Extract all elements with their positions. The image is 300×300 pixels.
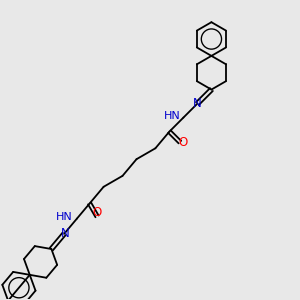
Text: HN: HN	[164, 111, 180, 121]
Text: O: O	[178, 136, 188, 148]
Text: N: N	[193, 97, 202, 110]
Text: N: N	[61, 227, 70, 240]
Text: HN: HN	[56, 212, 73, 222]
Text: O: O	[92, 206, 102, 219]
